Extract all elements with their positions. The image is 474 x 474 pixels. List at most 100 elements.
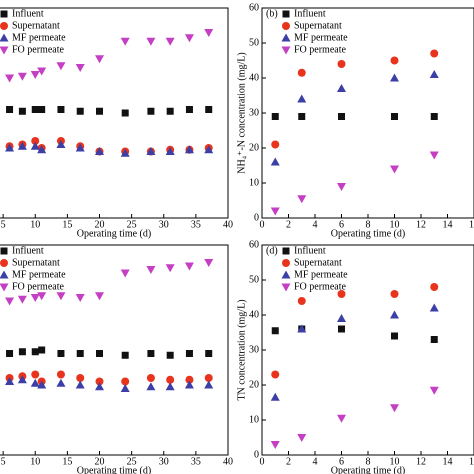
marker-circle — [95, 377, 104, 386]
marker-triangle-down — [184, 34, 194, 43]
legend-marker — [282, 259, 290, 267]
legend-label: Supernatant — [294, 20, 342, 31]
marker-triangle-down — [204, 259, 214, 267]
marker-triangle-down — [37, 67, 47, 76]
marker-square — [147, 350, 155, 357]
legend-marker — [281, 46, 291, 55]
marker-triangle-down — [56, 62, 66, 71]
legend-label: FO permeate — [12, 281, 64, 292]
marker-triangle-up — [75, 380, 85, 389]
x-tick-label: 6 — [339, 219, 344, 230]
legend-label: Influent — [12, 245, 44, 256]
marker-triangle-down — [337, 414, 346, 423]
panel-label: (d) — [266, 245, 278, 256]
y-tick-label: 60 — [249, 239, 259, 250]
y-tick-label: 20 — [249, 379, 259, 390]
legend-marker — [0, 22, 8, 30]
y-tick-label: 50 — [249, 37, 259, 48]
marker-triangle-up — [30, 141, 40, 150]
x-tick-label: 40 — [223, 456, 233, 467]
marker-triangle-up — [165, 147, 175, 155]
marker-square — [31, 106, 39, 113]
marker-triangle-down — [30, 294, 40, 302]
marker-circle — [390, 290, 399, 298]
marker-square — [6, 350, 14, 357]
legend-label: FO permeate — [294, 44, 346, 55]
y-tick-label: 60 — [249, 2, 259, 13]
marker-square — [76, 107, 84, 115]
y-tick-label: 30 — [249, 107, 259, 118]
marker-triangle-up — [37, 380, 47, 389]
x-tick-label: 16 — [469, 219, 474, 230]
x-axis-label: Operating time (d) — [77, 228, 151, 239]
marker-triangle-down — [165, 264, 175, 273]
x-tick-label: 12 — [416, 219, 426, 230]
marker-square — [205, 350, 213, 357]
x-axis-label: Operating time (d) — [331, 465, 405, 474]
y-tick-label: 20 — [249, 142, 259, 153]
x-tick-label: 2 — [286, 219, 291, 230]
marker-square — [166, 107, 174, 115]
marker-triangle-up — [297, 94, 307, 103]
marker-triangle-down — [17, 72, 27, 81]
marker-triangle-down — [204, 29, 214, 37]
marker-circle — [166, 375, 175, 384]
marker-square — [38, 106, 46, 113]
x-tick-label: 15 — [62, 219, 72, 230]
marker-triangle-up — [165, 382, 175, 391]
x-tick-label: 20 — [95, 456, 105, 467]
y-axis-label: NH₄⁺-N concentration (mg/L) — [236, 52, 247, 174]
marker-square — [38, 346, 46, 354]
marker-square — [57, 350, 65, 357]
marker-square — [18, 348, 26, 356]
marker-square — [271, 327, 279, 335]
panel: 0 2 4 6 8 10 12 14 16 0 10 20 30 40 50 60 Operating time… — [236, 2, 474, 239]
panel: 5 10 15 20 25 30 35 40 Operating time (d) Influen… — [0, 244, 233, 474]
marker-square — [76, 350, 84, 357]
marker-triangle-down — [5, 297, 15, 306]
x-tick-label: 15 — [62, 456, 72, 467]
marker-square — [185, 350, 193, 357]
marker-circle — [204, 374, 213, 382]
marker-triangle-down — [270, 207, 280, 216]
marker-triangle-down — [75, 64, 85, 72]
marker-triangle-down — [429, 386, 439, 395]
marker-square — [185, 106, 193, 113]
y-tick-label: 50 — [249, 274, 259, 285]
marker-square — [147, 107, 155, 115]
marker-circle — [297, 297, 306, 305]
marker-triangle-down — [120, 37, 130, 46]
legend-marker — [0, 10, 8, 18]
marker-triangle-up — [204, 380, 214, 389]
marker-triangle-up — [146, 147, 156, 155]
marker-triangle-up — [95, 382, 104, 391]
marker-triangle-up — [120, 384, 130, 392]
marker-triangle-down — [37, 292, 47, 301]
legend-label: Influent — [294, 8, 326, 19]
x-tick-label: 25 — [127, 456, 137, 467]
panel: 5 10 15 20 25 30 35 40 Operating time (d) Influen… — [0, 7, 233, 239]
x-tick-label: 4 — [313, 456, 318, 467]
legend-label: MF permeate — [294, 269, 348, 280]
marker-square — [121, 351, 129, 359]
marker-triangle-down — [337, 183, 346, 191]
x-tick-label: 14 — [443, 219, 453, 230]
marker-triangle-down — [165, 37, 175, 46]
marker-square — [338, 325, 345, 333]
legend-marker — [281, 270, 291, 279]
x-tick-label: 6 — [339, 456, 344, 467]
marker-square — [96, 107, 103, 115]
marker-triangle-down — [95, 292, 104, 301]
marker-square — [18, 107, 26, 115]
marker-square — [338, 113, 345, 120]
x-tick-label: 5 — [1, 219, 6, 230]
marker-circle — [271, 140, 280, 149]
marker-triangle-down — [17, 295, 27, 304]
marker-triangle-down — [390, 165, 399, 174]
marker-triangle-up — [390, 73, 399, 82]
x-tick-label: 4 — [313, 219, 318, 230]
x-tick-label: 14 — [443, 456, 453, 467]
marker-triangle-up — [120, 148, 130, 157]
marker-circle — [31, 137, 40, 145]
